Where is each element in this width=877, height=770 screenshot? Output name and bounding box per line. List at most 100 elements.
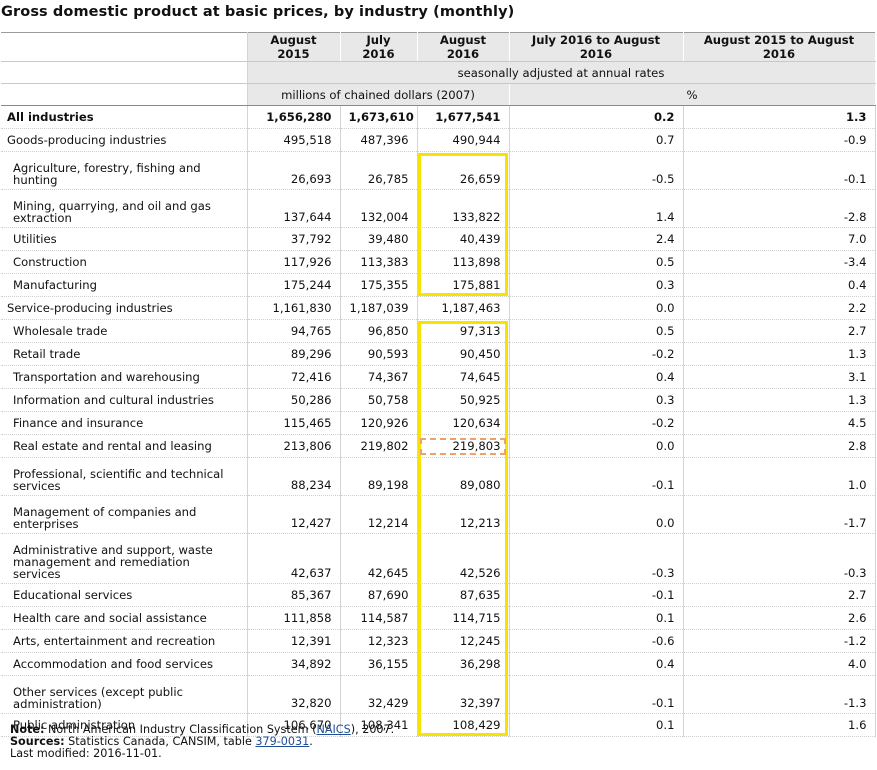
- value-cell: 4.0: [683, 652, 876, 676]
- industry-label: Arts, entertainment and recreation: [1, 629, 248, 653]
- industry-label: Construction: [1, 250, 248, 274]
- note-text: North American Industry Classification S…: [48, 723, 317, 736]
- naics-link[interactable]: NAICS: [316, 723, 351, 736]
- industry-label: Real estate and rental and leasing: [1, 434, 248, 458]
- value-cell: 0.0: [509, 495, 684, 534]
- subheader-adjusted: seasonally adjusted at annual rates: [247, 61, 876, 84]
- value-cell: -0.1: [509, 583, 684, 607]
- value-cell: -0.2: [509, 411, 684, 435]
- note-line: Note: North American Industry Classifica…: [10, 724, 394, 736]
- industry-label: All industries: [1, 105, 248, 129]
- value-cell: 0.0: [509, 434, 684, 458]
- value-cell: 487,396: [340, 128, 418, 152]
- table-body: All industries 1,656,280 1,673,610 1,677,54…: [1, 105, 876, 737]
- value-cell: 36,155: [340, 652, 418, 676]
- value-cell: 108,429: [417, 713, 510, 737]
- value-cell: 113,898: [417, 250, 510, 274]
- value-cell: 120,634: [417, 411, 510, 435]
- value-cell: 12,245: [417, 629, 510, 653]
- value-cell: 26,659: [417, 151, 510, 190]
- value-cell: 1.3: [683, 105, 876, 129]
- value-cell: 1,673,610: [340, 105, 418, 129]
- value-cell: 0.4: [683, 273, 876, 297]
- value-cell: 132,004: [340, 189, 418, 228]
- value-cell: 50,758: [340, 388, 418, 412]
- value-cell: 0.7: [509, 128, 684, 152]
- table-row: Educational services 85,367 87,690 87,635 -0…: [1, 583, 876, 607]
- table-row: Other services (except public administra…: [1, 675, 876, 714]
- value-cell: 175,244: [247, 273, 341, 297]
- value-cell: 89,198: [340, 457, 418, 496]
- value-cell: 94,765: [247, 319, 341, 343]
- table-row: Goods-producing industries 495,518 487,396…: [1, 128, 876, 152]
- industry-label: Wholesale trade: [1, 319, 248, 343]
- value-cell: 50,286: [247, 388, 341, 412]
- value-cell: 0.0: [509, 296, 684, 320]
- header-aug-2015-aug-2016-change: August 2015 to August 2016: [683, 32, 876, 62]
- table-row: Transportation and warehousing 72,416 74,3…: [1, 365, 876, 389]
- industry-label: Information and cultural industries: [1, 388, 248, 412]
- value-cell: 117,926: [247, 250, 341, 274]
- value-cell: 88,234: [247, 457, 341, 496]
- value-cell: 1,187,463: [417, 296, 510, 320]
- subheader-row-adjusted: seasonally adjusted at annual rates: [1, 61, 876, 84]
- value-cell: 0.1: [509, 606, 684, 630]
- value-cell: -0.6: [509, 629, 684, 653]
- gdp-table-wrapper: August 2015 July 2016 August 2016 July 2…: [1, 32, 876, 737]
- value-cell: 12,323: [340, 629, 418, 653]
- value-cell: 89,080: [417, 457, 510, 496]
- value-cell: 12,427: [247, 495, 341, 534]
- sources-line: Sources: Statistics Canada, CANSIM, tabl…: [10, 736, 394, 748]
- value-cell: 0.3: [509, 273, 684, 297]
- header-jul-2016: July 2016: [340, 32, 418, 62]
- value-cell: -0.5: [509, 151, 684, 190]
- units-blank: [1, 83, 248, 106]
- value-cell: -0.2: [509, 342, 684, 366]
- value-cell: 175,355: [340, 273, 418, 297]
- value-cell: 175,881: [417, 273, 510, 297]
- unit-millions: millions of chained dollars (2007): [247, 83, 510, 106]
- value-cell: 108,341: [340, 713, 418, 737]
- table-notes: Note: North American Industry Classifica…: [10, 724, 394, 760]
- value-cell: 32,429: [340, 675, 418, 714]
- value-cell: -0.1: [509, 675, 684, 714]
- industry-label: Accommodation and food services: [1, 652, 248, 676]
- value-cell: 32,820: [247, 675, 341, 714]
- cansim-table-link[interactable]: 379-0031: [255, 735, 310, 748]
- sources-label: Sources:: [10, 735, 65, 748]
- value-cell: 1.0: [683, 457, 876, 496]
- table-row: Accommodation and food services 34,892 36,…: [1, 652, 876, 676]
- note-label: Note:: [10, 723, 45, 736]
- value-cell: 89,296: [247, 342, 341, 366]
- value-cell: 133,822: [417, 189, 510, 228]
- value-cell: 37,792: [247, 227, 341, 251]
- value-cell: 0.2: [509, 105, 684, 129]
- value-cell: 96,850: [340, 319, 418, 343]
- industry-label: Transportation and warehousing: [1, 365, 248, 389]
- table-row: Health care and social assistance 111,858…: [1, 606, 876, 630]
- value-cell: 0.4: [509, 652, 684, 676]
- value-cell: 1,677,541: [417, 105, 510, 129]
- value-cell: 12,213: [417, 495, 510, 534]
- note-text-end: ), 2007.: [350, 723, 395, 736]
- value-cell: 1,187,039: [340, 296, 418, 320]
- value-cell: 26,693: [247, 151, 341, 190]
- value-cell: 74,367: [340, 365, 418, 389]
- value-cell: 106,670: [247, 713, 341, 737]
- table-row: Professional, scientific and technical s…: [1, 457, 876, 496]
- value-cell: 74,645: [417, 365, 510, 389]
- value-cell: 1.6: [683, 713, 876, 737]
- header-jul-aug-2016-change: July 2016 to August 2016: [509, 32, 684, 62]
- value-cell: 36,298: [417, 652, 510, 676]
- table-row: All industries 1,656,280 1,673,610 1,677,54…: [1, 105, 876, 129]
- industry-label: Administrative and support, waste manage…: [1, 533, 248, 584]
- value-cell: 137,644: [247, 189, 341, 228]
- header-aug-2016: August 2016: [417, 32, 510, 62]
- value-cell: 219,802: [340, 434, 418, 458]
- value-cell: 1,656,280: [247, 105, 341, 129]
- subheader-row-units: millions of chained dollars (2007) %: [1, 83, 876, 106]
- value-cell: 490,944: [417, 128, 510, 152]
- value-cell: 12,391: [247, 629, 341, 653]
- value-cell: -0.1: [683, 151, 876, 190]
- value-cell: 87,690: [340, 583, 418, 607]
